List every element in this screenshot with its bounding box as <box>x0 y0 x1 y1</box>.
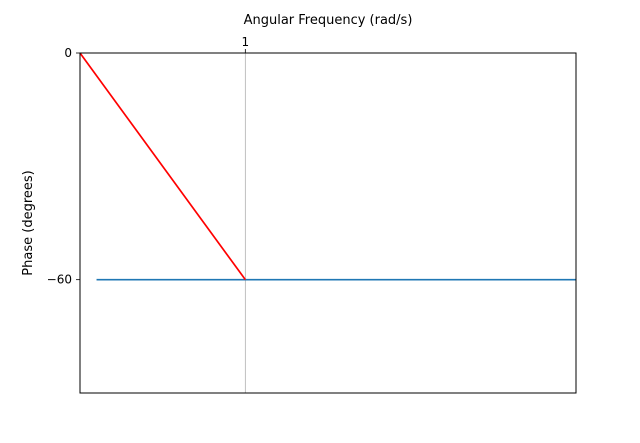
y-tick-label: −60 <box>47 273 72 287</box>
x-tick-label: 1 <box>242 35 250 49</box>
x-axis-label: Angular Frequency (rad/s) <box>244 13 413 28</box>
plot-series <box>79 52 576 281</box>
plot-frame <box>79 52 577 394</box>
y-tick-label: 0 <box>64 46 72 60</box>
tick-marks: 1 0 −60 <box>47 35 249 287</box>
y-axis-label: Phase (degrees) <box>21 170 36 275</box>
series-line-2 <box>79 52 247 281</box>
